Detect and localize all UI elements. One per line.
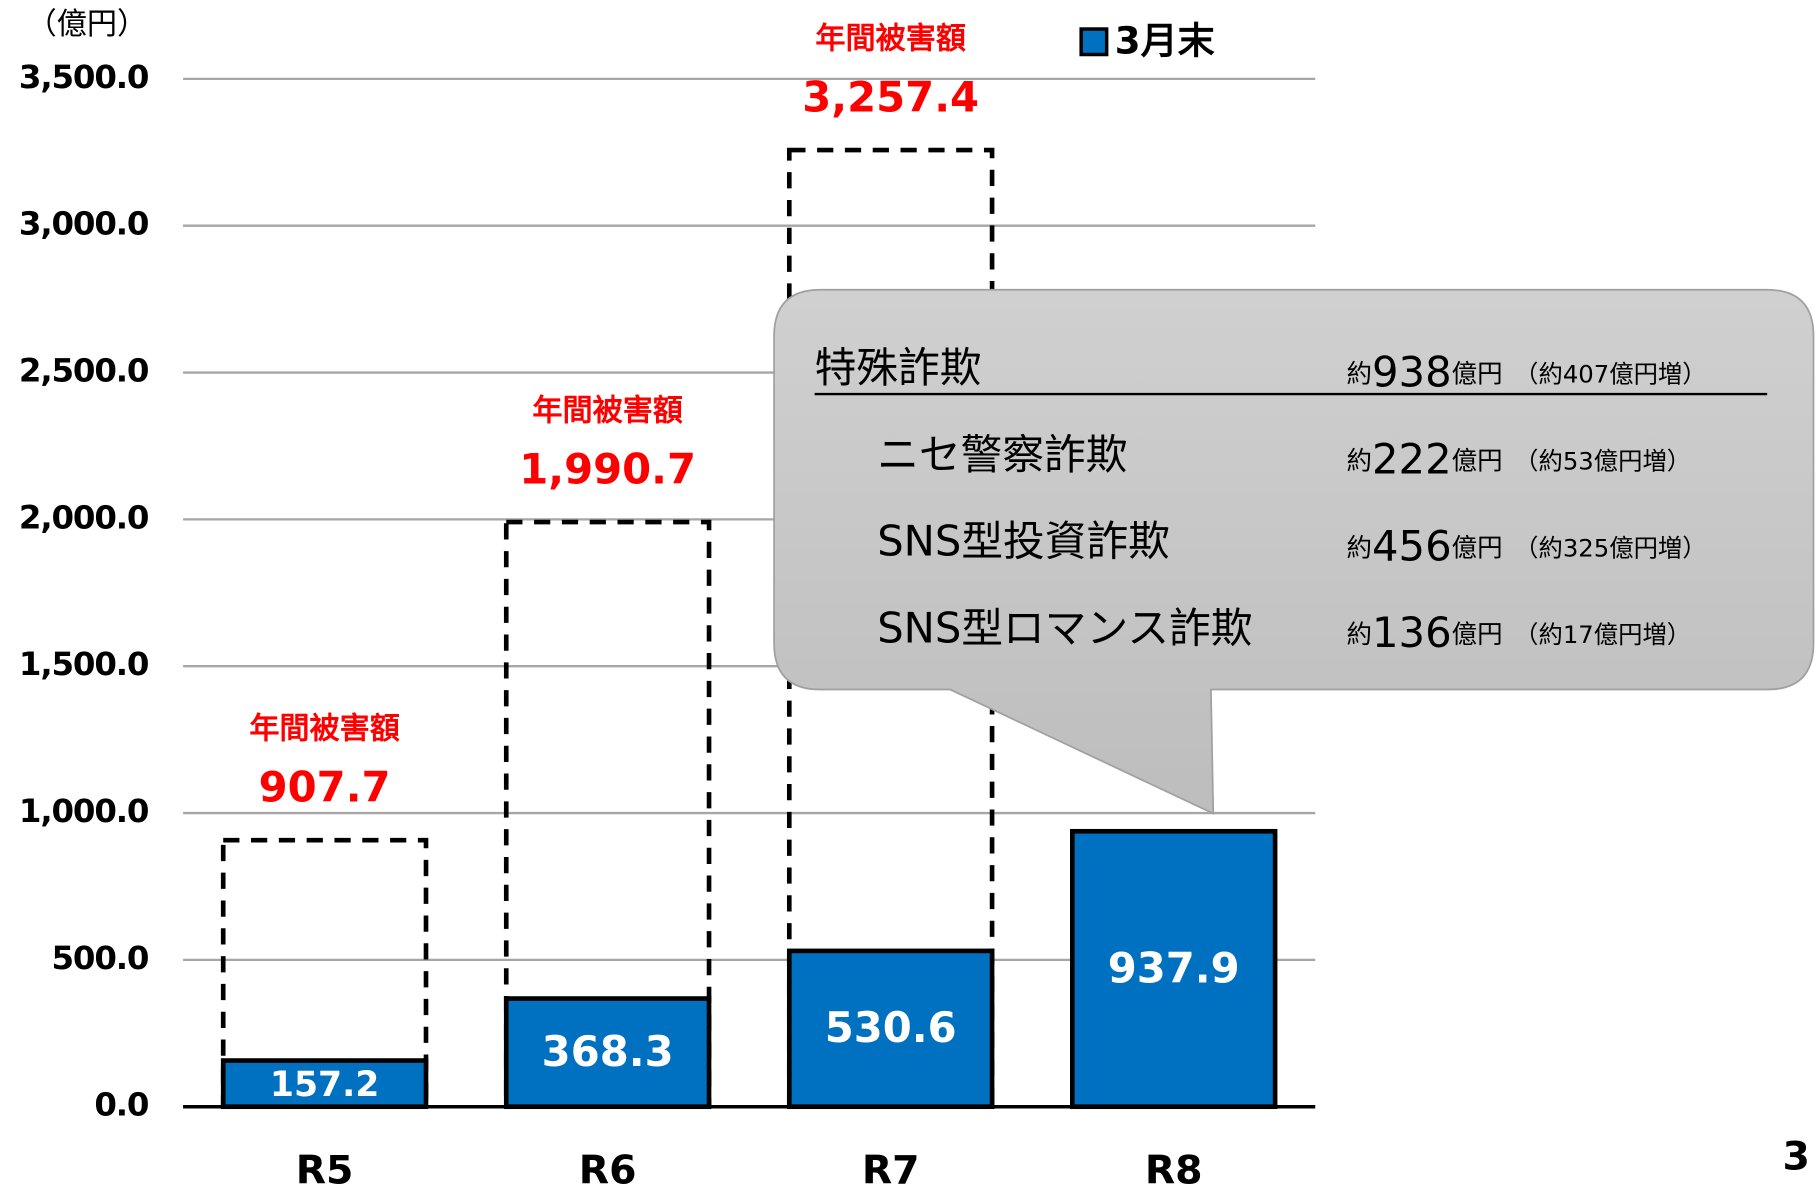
callout-prefix: 約 — [1347, 620, 1372, 650]
y-tick-label: 1,000.0 — [19, 792, 149, 830]
callout-amount: 456 — [1372, 521, 1452, 570]
y-tick-label: 0.0 — [94, 1086, 149, 1124]
callout-prefix: 約 — [1347, 446, 1372, 476]
callout-value: 約222億円 （約53億円増） — [1347, 434, 1692, 483]
callout-prefix: 約 — [1347, 360, 1372, 390]
annual-label: 年間被害額 — [532, 394, 683, 429]
bar-value-label: 368.3 — [542, 1027, 674, 1076]
callout-prefix: 約 — [1347, 533, 1372, 563]
y-tick-label: 2,000.0 — [19, 498, 149, 536]
callout-label: SNS型投資詐欺 — [877, 517, 1170, 566]
callout-amount: 938 — [1372, 348, 1452, 397]
bar — [1070, 828, 1278, 1110]
annual-label: 年間被害額 — [815, 22, 966, 57]
y-tick-label: 2,500.0 — [19, 352, 149, 390]
callout-label: SNS型ロマンス詐欺 — [877, 604, 1252, 653]
legend-swatch — [1079, 27, 1109, 57]
bar-value-label: 530.6 — [825, 1003, 957, 1052]
callout-change: （約53億円増） — [1514, 446, 1691, 475]
x-tick-label: R7 — [862, 1147, 920, 1193]
callout-value: 約136億円 （約17億円増） — [1347, 608, 1692, 657]
callout-value: 約456億円 （約325億円増） — [1347, 521, 1707, 570]
annual-bar — [503, 519, 712, 1110]
callout-label: 特殊詐欺 — [815, 343, 982, 392]
callout-unit: 億円 — [1452, 620, 1503, 650]
x-tick-label: R5 — [296, 1147, 354, 1193]
legend-label: 3月末 — [1115, 19, 1215, 62]
callout-value: 約938億円 （約407億円増） — [1347, 348, 1707, 397]
y-tick-label: 3,500.0 — [19, 58, 149, 96]
callout-unit: 億円 — [1452, 533, 1503, 563]
annual-value-label: 3,257.4 — [802, 72, 979, 121]
bar-value-label: 157.2 — [270, 1065, 379, 1105]
callout-unit: 億円 — [1452, 446, 1503, 476]
annual-value-label: 907.7 — [259, 762, 391, 811]
callout-box — [773, 288, 1815, 815]
annual-value-label: 1,990.7 — [519, 444, 696, 493]
bar-value-label: 937.9 — [1108, 943, 1240, 992]
x-tick-label: R8 — [1145, 1147, 1203, 1193]
x-tick-label: R6 — [579, 1147, 637, 1193]
unit-label: （億円） — [27, 7, 147, 42]
callout-amount: 136 — [1372, 608, 1452, 657]
bar — [503, 996, 712, 1110]
annual-label: 年間被害額 — [249, 712, 400, 747]
callout-change: （約17億円増） — [1514, 620, 1691, 649]
page-number: 3 — [1782, 1133, 1809, 1179]
callout-label: ニセ警察詐欺 — [877, 430, 1127, 479]
y-tick-label: 1,500.0 — [19, 645, 149, 683]
callout-amount: 222 — [1372, 434, 1452, 483]
callout-change: （約325億円増） — [1514, 533, 1706, 562]
y-tick-label: 500.0 — [52, 939, 149, 977]
callout-change: （約407億円増） — [1514, 360, 1706, 389]
y-tick-label: 3,000.0 — [19, 205, 149, 243]
bar — [220, 1058, 429, 1110]
callout-unit: 億円 — [1452, 360, 1503, 390]
bar — [786, 948, 995, 1110]
